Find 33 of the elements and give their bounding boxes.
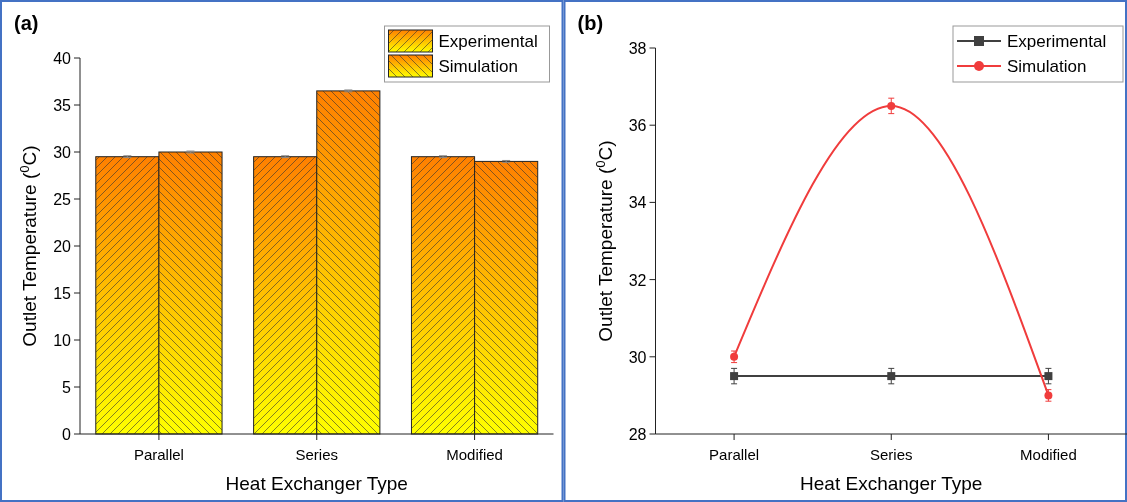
point xyxy=(887,101,896,110)
y-tick-label: 5 xyxy=(62,379,72,396)
y-tick-label: 0 xyxy=(62,426,72,443)
y-tick-label: 36 xyxy=(628,117,647,135)
y-tick-label: 20 xyxy=(53,238,72,255)
x-tick-label: Series xyxy=(295,446,339,463)
legend-label: Experimental xyxy=(1007,32,1107,51)
x-tick-label: Modified xyxy=(1020,446,1077,463)
y-tick-label: 15 xyxy=(53,285,72,302)
legend-label: Simulation xyxy=(438,57,518,76)
y-tick-label: 30 xyxy=(628,348,647,366)
point xyxy=(887,372,896,381)
y-tick-label: 25 xyxy=(53,191,72,208)
point xyxy=(1044,372,1053,381)
legend-label: Simulation xyxy=(1007,57,1087,76)
point xyxy=(730,372,739,381)
x-tick-label: Series xyxy=(869,446,913,463)
x-tick-label: Parallel xyxy=(709,446,760,463)
x-axis-title: Heat Exchanger Type xyxy=(225,473,408,494)
y-tick-label: 10 xyxy=(53,332,72,349)
y-tick-label: 30 xyxy=(53,144,72,161)
x-axis-title: Heat Exchanger Type xyxy=(800,473,983,494)
chart-title: (b) xyxy=(577,12,604,34)
x-tick-label: Modified xyxy=(446,446,503,463)
y-tick-label: 32 xyxy=(628,271,647,289)
y-tick-label: 40 xyxy=(53,50,72,67)
y-tick-label: 34 xyxy=(628,194,647,212)
legend-label: Experimental xyxy=(438,32,538,51)
y-tick-label: 28 xyxy=(628,426,647,443)
chart-title: (a) xyxy=(14,12,39,34)
x-tick-label: Parallel xyxy=(133,446,184,463)
y-tick-label: 35 xyxy=(53,97,72,114)
y-tick-label: 38 xyxy=(628,40,647,57)
